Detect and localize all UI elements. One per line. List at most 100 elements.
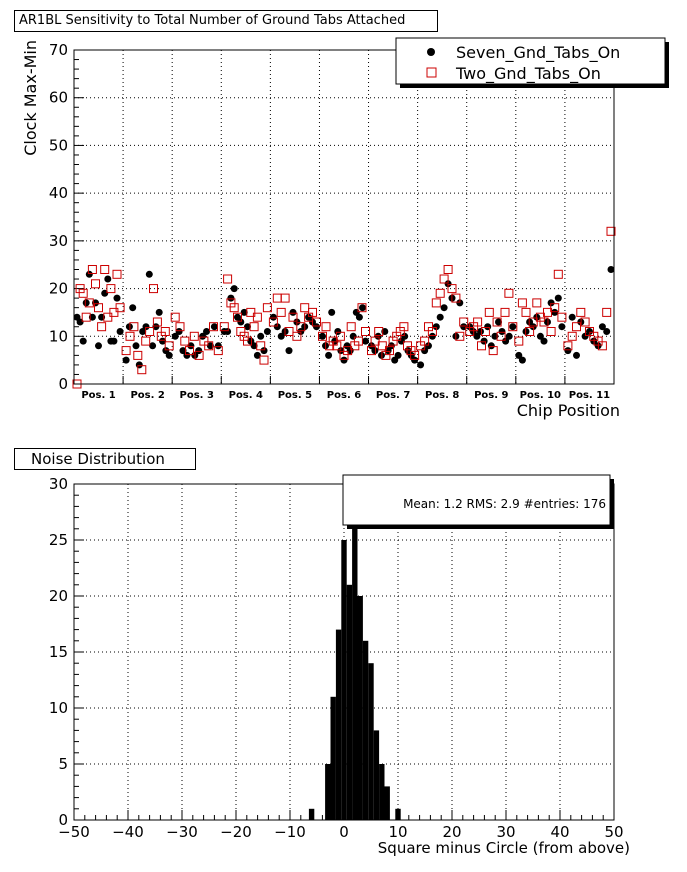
data-point	[195, 347, 203, 355]
data-point	[175, 322, 185, 332]
data-point	[116, 328, 124, 335]
data-point	[122, 356, 130, 364]
data-point	[152, 317, 162, 327]
data-point	[164, 341, 174, 351]
data-point	[603, 328, 611, 335]
bottom-x-tick-label: 40	[550, 823, 569, 841]
data-point	[95, 342, 102, 350]
bottom-y-tick-label: 30	[49, 475, 68, 493]
bottom-x-tick-label: 50	[604, 823, 623, 841]
data-point	[189, 331, 199, 341]
data-point	[539, 317, 549, 327]
data-point	[223, 274, 233, 284]
bottom-y-tick-label: 10	[49, 699, 68, 717]
top-y-tick-label: 70	[49, 41, 68, 59]
data-point	[289, 308, 297, 316]
data-point	[444, 280, 452, 288]
data-point	[115, 303, 125, 313]
data-point	[459, 317, 469, 327]
data-point	[204, 341, 214, 351]
data-point	[277, 332, 285, 340]
bottom-y-tick-label: 25	[49, 531, 68, 549]
top-x-category-label: Pos. 5	[278, 390, 312, 401]
data-point	[370, 336, 380, 346]
data-point	[142, 323, 150, 331]
data-point	[505, 332, 513, 340]
top-plot-frame	[73, 49, 615, 385]
data-point	[484, 307, 494, 317]
data-point	[209, 322, 218, 332]
data-point	[97, 322, 107, 332]
data-point	[332, 341, 342, 351]
data-point	[484, 323, 492, 331]
data-point	[456, 299, 464, 307]
data-point	[394, 351, 402, 359]
data-point	[94, 303, 103, 313]
data-point	[145, 327, 155, 336]
data-point	[473, 332, 481, 340]
data-point	[357, 303, 367, 313]
data-point	[451, 293, 461, 303]
data-point	[514, 336, 524, 346]
top-y-tick-label: 0	[58, 375, 68, 393]
data-point	[321, 322, 331, 332]
data-point	[199, 332, 207, 340]
data-point	[100, 265, 110, 274]
data-point	[129, 304, 137, 312]
data-point	[410, 350, 420, 360]
data-point	[149, 284, 158, 294]
data-point	[226, 298, 236, 308]
data-point	[328, 308, 336, 316]
data-point	[355, 313, 363, 321]
data-point	[334, 328, 342, 335]
data-point	[420, 336, 430, 346]
data-point	[152, 323, 160, 331]
data-point	[180, 336, 190, 346]
top-x-category-label: Pos. 11	[569, 390, 610, 401]
data-point	[525, 327, 535, 336]
data-point	[399, 322, 409, 332]
data-point	[263, 328, 271, 335]
data-point	[75, 284, 85, 294]
data-point	[249, 322, 259, 332]
data-point	[361, 327, 370, 336]
data-point	[550, 303, 560, 313]
data-point	[421, 347, 429, 355]
data-point	[385, 346, 394, 356]
data-point	[517, 298, 527, 308]
data-point	[427, 327, 437, 336]
data-point	[439, 274, 449, 284]
data-point	[477, 328, 484, 335]
data-point	[572, 322, 581, 332]
data-point	[540, 337, 548, 345]
data-point	[312, 317, 321, 327]
data-point	[230, 285, 238, 293]
top-plot-area	[74, 50, 614, 384]
data-point	[280, 293, 290, 303]
data-point	[253, 351, 261, 359]
data-point	[359, 304, 366, 312]
data-point	[563, 341, 573, 351]
data-point	[598, 323, 606, 331]
data-point	[362, 337, 369, 345]
data-point	[371, 347, 379, 355]
data-point	[536, 332, 544, 340]
data-point	[480, 327, 490, 336]
data-point	[581, 332, 589, 340]
data-point	[81, 312, 91, 322]
data-point	[199, 336, 209, 346]
data-point	[335, 331, 345, 341]
series-two-gnd-tabs-on	[72, 226, 616, 389]
data-point	[109, 307, 119, 317]
top-y-tick-label: 50	[49, 136, 68, 154]
data-point	[132, 342, 140, 350]
histogram-bar	[395, 808, 401, 820]
data-point	[203, 328, 210, 335]
data-point	[432, 323, 440, 331]
data-point	[477, 341, 486, 351]
data-point	[496, 331, 506, 341]
data-point	[529, 323, 537, 331]
data-point	[297, 328, 305, 335]
data-point	[213, 346, 223, 356]
